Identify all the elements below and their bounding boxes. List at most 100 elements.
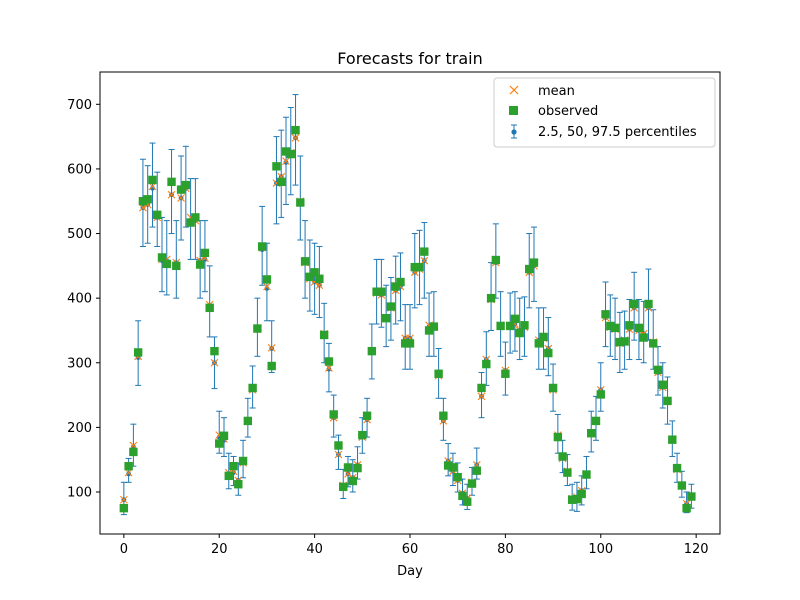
observed-point [505,321,515,331]
y-tick-label: 600 [67,162,92,177]
observed-point [362,411,372,420]
observed-point [181,180,191,190]
observed-point [291,125,300,135]
legend-label-mean: mean [538,84,575,99]
observed-point [348,476,357,486]
mean-point [167,190,176,199]
observed-point [405,339,415,348]
observed-point [143,195,152,204]
observed-point [200,248,210,258]
observed-point [448,463,458,472]
observed-point [300,257,310,266]
mean-point [177,194,185,202]
observed-point [544,348,553,358]
mean-point [477,392,486,401]
observed-point [253,324,262,333]
observed-point [305,272,315,282]
observed-point [582,470,591,479]
observed-point [520,321,529,330]
observed-point [310,268,319,277]
y-tick-label: 200 [67,421,92,436]
legend-label-observed: observed [538,104,598,119]
observed-point [257,242,267,251]
observed-point [658,380,667,389]
observed-point [272,162,281,171]
observed-point [424,326,434,335]
mean-point [263,282,271,291]
observed-point [668,435,677,444]
observed-point [262,275,272,284]
observed-point [653,365,663,375]
x-tick-label: 80 [497,542,514,557]
mean-point [291,134,300,142]
observed-point [324,357,334,366]
median-point [126,471,132,477]
mean-point [282,157,290,166]
observed-point [529,258,539,267]
observed-point [558,452,567,461]
observed-point [205,303,214,313]
observed-point [396,277,405,287]
observed-point [453,472,462,482]
observed-point [677,481,687,490]
y-tick-label: 400 [67,292,92,307]
legend-frame [493,77,716,148]
legend-marker-percentiles [511,124,517,139]
observed-point [463,497,472,506]
observed-point [381,313,391,323]
observed-point [353,463,362,473]
observed-point [615,337,625,347]
observed-point [486,293,496,303]
x-tick-label: 40 [306,542,323,557]
x-axis-label: Day [397,564,423,579]
percentile-errorbar [407,304,413,370]
median-point [326,366,332,372]
mean-point [267,344,276,352]
observed-point [176,185,186,194]
observed-point [501,369,510,378]
observed-point [548,383,558,393]
observed-point [663,396,672,406]
observed-point [248,383,257,393]
observed-point [649,339,658,348]
observed-point [563,468,572,477]
observed-point [553,432,563,442]
observed-point [343,463,353,472]
observed-point [629,299,639,309]
observed-point [525,264,534,274]
axes: 0 20 40 60 80 100 120 100 200 300 400 500 600 700 [67,71,721,557]
observed-point [572,494,582,504]
mean-point [210,358,219,367]
observed-point [682,503,691,513]
observed-point [315,274,324,283]
observed-point [401,339,410,348]
observed-point [191,213,200,222]
y-tick-label: 500 [67,227,92,242]
observed-point [358,430,367,440]
observed-point [606,321,615,331]
observed-point [510,314,520,324]
observed-point [129,447,138,457]
observed-point [634,323,644,333]
observed-point [610,323,620,333]
observed-point [515,328,524,338]
observed-point [620,337,629,346]
observed-point [672,463,682,473]
observed-point [596,390,605,399]
observed-point [296,198,305,207]
percentile-errorbar [149,142,156,228]
observed-point [133,348,143,357]
observed-point [372,287,381,296]
observed-point [195,260,205,269]
x-tick-label: 60 [402,542,419,557]
median-point [283,160,289,165]
x-tick-label: 20 [211,542,228,557]
percentile-errorbar [483,331,490,386]
observed-point [286,149,295,159]
observed-point [391,282,400,291]
observed-point [162,259,171,269]
percentile-errorbar [206,265,213,338]
observed-point [601,310,610,319]
percentile-errorbar [402,304,409,370]
